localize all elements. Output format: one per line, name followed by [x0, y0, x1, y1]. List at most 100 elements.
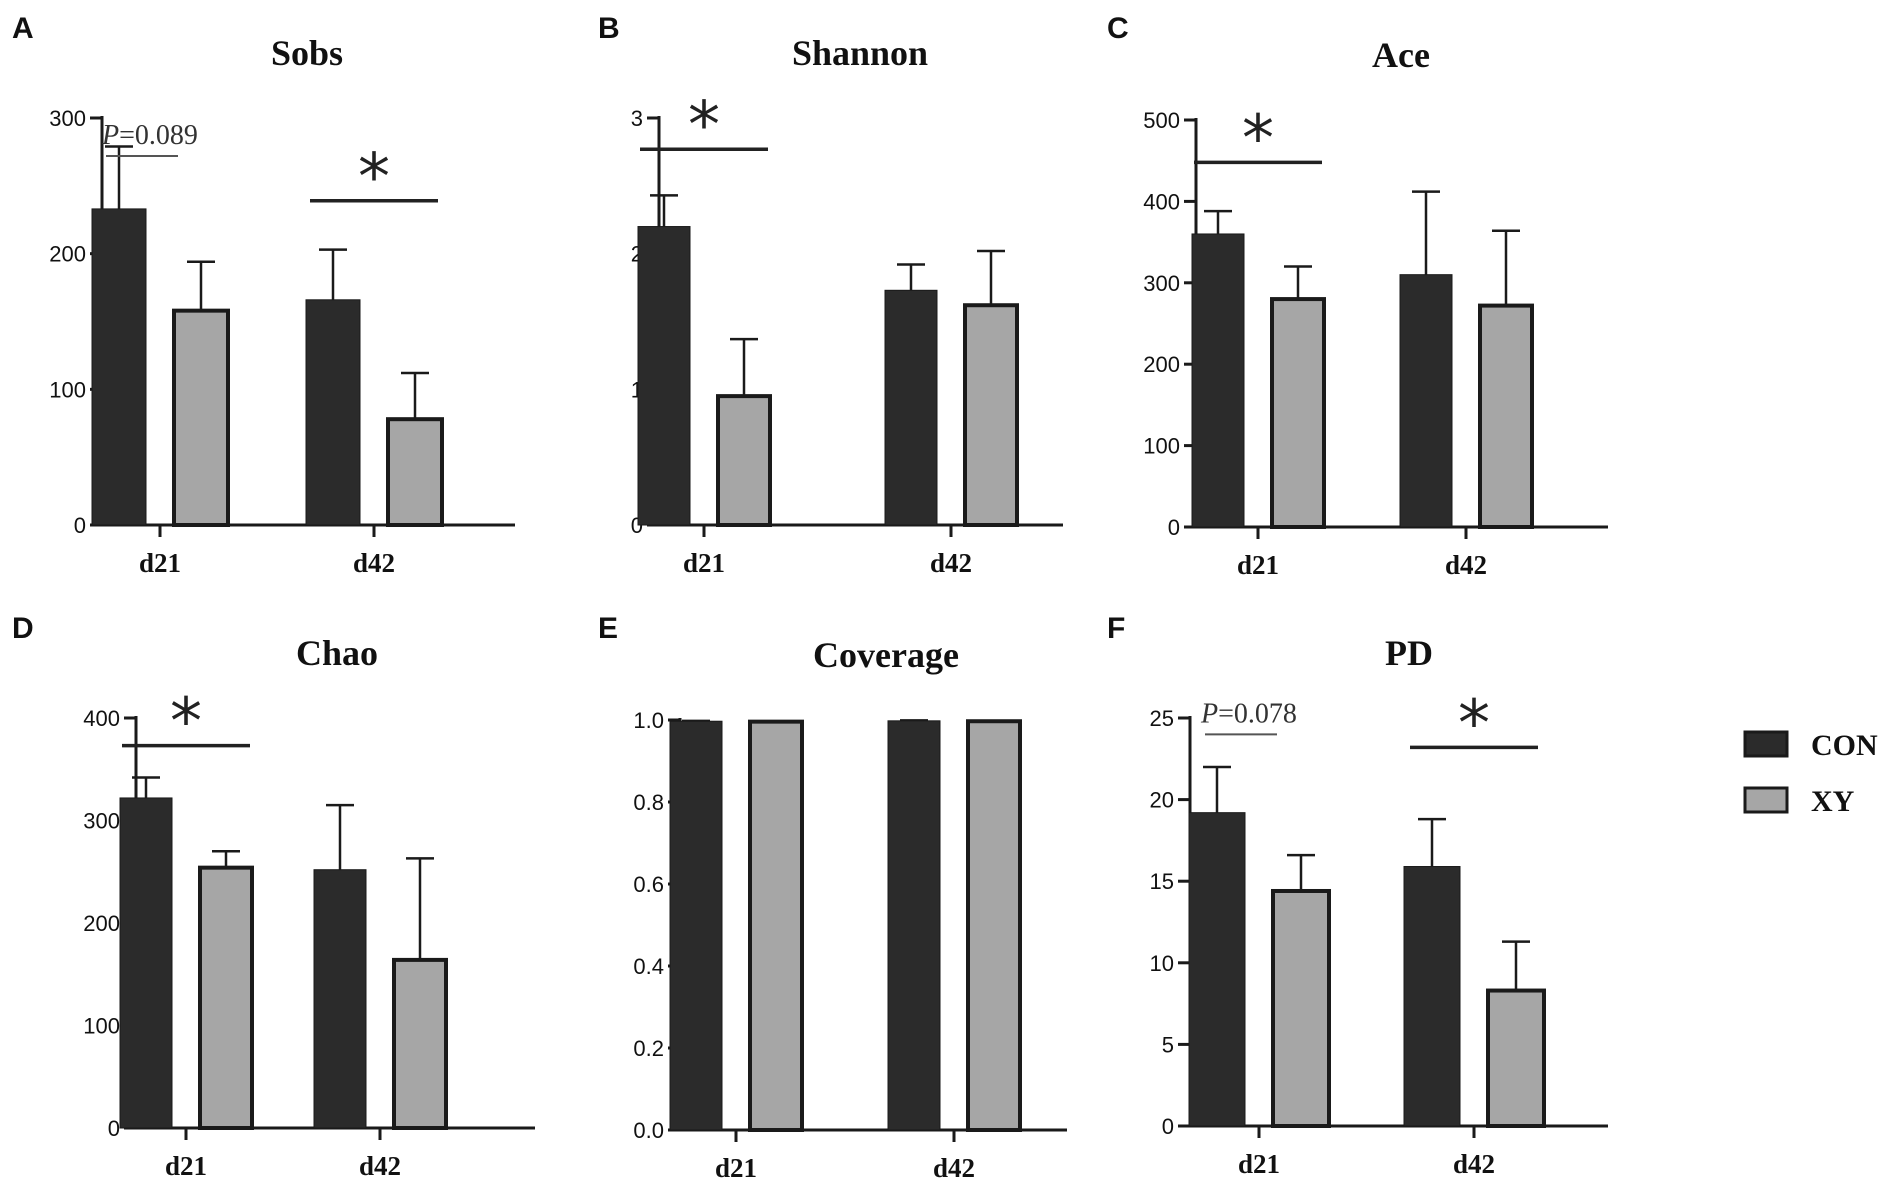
panel-letter: A [12, 12, 34, 45]
bar-con-d21 [1188, 812, 1246, 1127]
bar-xy-d21 [1271, 888, 1331, 1128]
panel-letter: D [12, 612, 34, 645]
x-tick-label: d42 [930, 548, 972, 578]
panel-d: D Chao 0 100 200 300 400 d21 d42 * [12, 612, 535, 1181]
legend: CON XY [1743, 729, 1878, 818]
p-value: =0.078 [1218, 698, 1297, 729]
x-tick-label: d21 [1238, 1149, 1280, 1179]
x-tick-label: d21 [1237, 550, 1279, 580]
y-tick-label: 0 [108, 1116, 120, 1141]
x-tick-label: d42 [933, 1153, 975, 1183]
panel-letter: F [1107, 612, 1125, 645]
panel-letter: C [1107, 12, 1129, 45]
x-tick-label: d21 [715, 1153, 757, 1183]
bar-xy-d42 [392, 957, 448, 1131]
x-tick-label: d42 [1445, 550, 1487, 580]
bar-con-d42 [884, 289, 938, 526]
bar-xy-d42 [963, 303, 1019, 527]
y-tick-label: 400 [1143, 189, 1180, 214]
y-tick-label: 300 [49, 106, 86, 131]
y-tick-label: 500 [1143, 108, 1180, 133]
legend-swatch-xy [1743, 786, 1789, 814]
panel-c: C Ace 0 100 200 300 400 500 d21 d42 * [1107, 12, 1608, 580]
panel-title: Ace [1372, 35, 1430, 75]
panel-letter: B [598, 12, 620, 45]
y-tick-label: 1.0 [633, 708, 664, 733]
y-tick-label: 20 [1150, 788, 1174, 813]
significance-star: * [688, 89, 720, 163]
y-tick-label: 200 [83, 911, 120, 936]
significance-star: * [1458, 687, 1490, 761]
y-tick-label: 0.4 [633, 954, 664, 979]
y-tick-label: 0.2 [633, 1036, 664, 1061]
y-tick-label: 300 [1143, 271, 1180, 296]
bar-xy-d42 [1478, 303, 1534, 530]
y-tick-label: 200 [1143, 352, 1180, 377]
y-tick-label: 300 [83, 809, 120, 834]
p-value-label: P=0.078 [1200, 698, 1297, 729]
p-symbol: P [101, 120, 119, 151]
bar-con-d21 [119, 797, 173, 1129]
y-tick-label: 10 [1150, 951, 1174, 976]
x-tick-label: d21 [165, 1151, 207, 1181]
y-tick-label: 5 [1162, 1032, 1174, 1057]
x-tick-label: d42 [359, 1151, 401, 1181]
panel-title: Sobs [271, 33, 343, 73]
p-value: =0.089 [119, 120, 198, 151]
y-tick-label: 0.0 [633, 1118, 664, 1143]
y-tick-label: 100 [83, 1014, 120, 1039]
y-tick-label: 0 [74, 513, 86, 538]
y-tick-label: 0.6 [633, 872, 664, 897]
y-tick-label: 0 [1168, 515, 1180, 540]
y-tick-label: 100 [49, 377, 86, 402]
bar-xy-d21 [716, 394, 772, 527]
x-tick-label: d21 [139, 548, 181, 578]
x-tick-label: d42 [1453, 1149, 1495, 1179]
panel-title: PD [1385, 633, 1433, 673]
bar-con-d21 [637, 226, 691, 526]
panel-f: F PD 0 5 10 15 20 25 d21 d42 P=0.078 * [1107, 612, 1608, 1179]
y-tick-label: 0.8 [633, 790, 664, 815]
panel-a: A Sobs 0 100 200 300 d21 d42 P=0.089 * [12, 12, 515, 578]
y-tick-label: 3 [631, 106, 643, 131]
significance-star: * [170, 686, 202, 760]
p-symbol: P [1200, 698, 1218, 729]
bar-xy-d21 [748, 719, 804, 1132]
significance-star: * [1242, 102, 1274, 176]
panel-title: Coverage [813, 635, 959, 675]
panel-title: Chao [296, 633, 378, 673]
bar-con-d21 [1191, 233, 1245, 528]
y-tick-label: 100 [1143, 434, 1180, 459]
y-tick-label: 0 [1162, 1114, 1174, 1139]
bar-xy-d42 [1486, 988, 1546, 1128]
panel-e: E Coverage 0.0 0.2 0.4 0.6 0.8 1.0 d21 d42 [598, 612, 1067, 1183]
legend-swatch-con [1743, 730, 1789, 758]
bar-xy-d21 [198, 865, 254, 1131]
x-tick-label: d42 [353, 548, 395, 578]
bar-con-d42 [1399, 274, 1453, 528]
y-tick-label: 15 [1150, 869, 1174, 894]
legend-label-xy: XY [1811, 785, 1855, 818]
p-value-label: P=0.089 [101, 120, 198, 151]
bar-con-d21 [669, 720, 723, 1131]
y-tick-label: 25 [1150, 706, 1174, 731]
bar-con-d21 [91, 208, 147, 526]
bar-con-d42 [305, 299, 361, 526]
significance-star: * [358, 141, 390, 215]
bar-con-d42 [313, 869, 367, 1129]
panel-letter: E [598, 612, 618, 645]
bar-con-d42 [887, 720, 941, 1131]
bar-xy-d42 [966, 719, 1022, 1132]
y-tick-label: 400 [83, 706, 120, 731]
bar-xy-d21 [172, 308, 230, 527]
legend-label-con: CON [1811, 729, 1878, 762]
x-tick-label: d21 [683, 548, 725, 578]
bar-con-d42 [1403, 866, 1461, 1127]
y-tick-label: 200 [49, 242, 86, 267]
bar-xy-d42 [386, 417, 444, 527]
bar-xy-d21 [1270, 297, 1326, 529]
panel-title: Shannon [792, 33, 928, 73]
